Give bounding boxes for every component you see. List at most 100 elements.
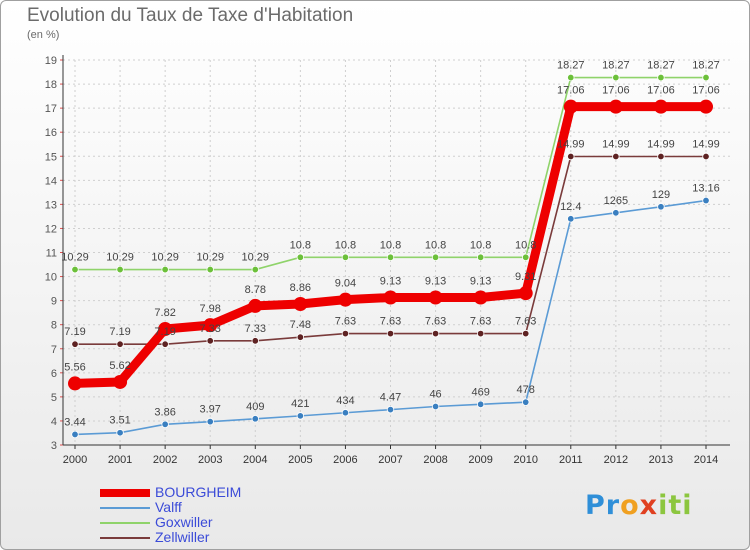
- axes: 3 4 5 6 7 8 9 10 11 12 13 14 15 16 17 18 19 2000 2001 2002 2…: [45, 55, 730, 466]
- y-tick-label: 8: [51, 320, 57, 332]
- data-label-valff: 3.97: [200, 404, 221, 416]
- data-point-bourgheim: [699, 99, 713, 114]
- data-point-goxwiller: [431, 253, 440, 262]
- data-point-goxwiller: [567, 73, 575, 82]
- data-label-valff: 409: [246, 401, 264, 413]
- x-tick-label: 2004: [243, 454, 267, 466]
- data-point-bourgheim: [653, 99, 668, 114]
- data-point-bourgheim: [338, 292, 353, 307]
- x-tick-label: 2000: [63, 454, 87, 466]
- data-point-zellwiller: [71, 340, 79, 348]
- y-tick-label: 13: [45, 199, 57, 211]
- data-point-valff: [657, 203, 665, 211]
- data-point-zellwiller: [296, 333, 305, 341]
- y-tick-label: 15: [45, 151, 57, 163]
- data-label-zellwiller: 7.33: [200, 323, 221, 335]
- data-label-goxwiller: 10.29: [242, 252, 270, 264]
- data-point-goxwiller: [522, 253, 530, 262]
- data-label-valff: 46: [429, 389, 441, 401]
- data-point-zellwiller: [431, 329, 440, 338]
- data-label-goxwiller: 10.29: [151, 252, 179, 264]
- data-point-goxwiller: [657, 73, 665, 82]
- data-point-goxwiller: [116, 265, 124, 274]
- y-tick-label: 19: [45, 55, 57, 67]
- data-point-zellwiller: [567, 152, 575, 161]
- data-label-bourgheim: 9.13: [470, 275, 491, 287]
- data-point-goxwiller: [386, 253, 395, 262]
- data-label-zellwiller: 7.63: [335, 316, 356, 328]
- data-point-zellwiller: [251, 337, 259, 345]
- proxiti-logo: Proxiti: [585, 490, 693, 521]
- data-label-zellwiller: 14.99: [647, 138, 675, 150]
- x-tick-label: 2003: [198, 454, 222, 466]
- data-point-zellwiller: [612, 152, 620, 161]
- data-label-zellwiller: 7.19: [109, 326, 130, 338]
- data-label-bourgheim: 9.04: [335, 278, 356, 290]
- data-point-bourgheim: [473, 290, 488, 305]
- data-point-valff: [161, 420, 169, 429]
- data-label-goxwiller: 18.27: [602, 60, 630, 72]
- legend-swatch-goxwiller: [100, 522, 150, 524]
- data-point-goxwiller: [71, 265, 79, 274]
- x-tick-label: 2009: [468, 454, 492, 466]
- chart-subtitle: (en %): [27, 29, 60, 41]
- data-point-valff: [386, 405, 395, 414]
- data-point-valff: [251, 415, 259, 423]
- legend-swatch-valff: [100, 507, 150, 509]
- data-label-bourgheim: 17.06: [692, 85, 720, 97]
- data-point-bourgheim: [383, 290, 398, 305]
- x-tick-label: 2008: [423, 454, 447, 466]
- data-label-valff: 421: [291, 398, 309, 410]
- data-label-valff: 3.51: [109, 415, 130, 427]
- data-point-zellwiller: [341, 329, 350, 338]
- data-point-valff: [522, 398, 530, 406]
- data-label-valff: 1265: [604, 195, 628, 207]
- data-label-goxwiller: 10.8: [515, 239, 536, 251]
- series: [68, 73, 713, 439]
- data-label-zellwiller: 7.33: [245, 323, 266, 335]
- data-label-bourgheim: 8.78: [245, 284, 266, 296]
- y-tick-label: 7: [51, 344, 57, 356]
- data-label-bourgheim: 17.06: [557, 85, 585, 97]
- x-tick-label: 2012: [604, 454, 628, 466]
- y-tick-label: 6: [51, 368, 57, 380]
- x-tick-label: 2002: [153, 454, 177, 466]
- data-label-zellwiller: 7.63: [380, 316, 401, 328]
- data-point-zellwiller: [702, 152, 710, 161]
- y-tick-label: 17: [45, 103, 57, 115]
- data-point-goxwiller: [251, 265, 259, 274]
- y-tick-label: 14: [45, 175, 57, 187]
- legend-label: Valff: [155, 499, 182, 515]
- data-label-zellwiller: 7.63: [470, 316, 491, 328]
- data-label-goxwiller: 10.8: [290, 239, 311, 251]
- y-tick-label: 16: [45, 127, 57, 139]
- data-label-zellwiller: 7.48: [290, 319, 311, 331]
- data-point-zellwiller: [386, 329, 395, 338]
- y-tick-label: 3: [51, 440, 57, 452]
- data-point-bourgheim: [563, 99, 578, 114]
- data-point-zellwiller: [161, 340, 169, 348]
- data-label-valff: 13.16: [692, 183, 720, 195]
- data-label-valff: 4.47: [380, 392, 401, 404]
- legend-swatch-zellwiller: [100, 537, 150, 539]
- data-label-bourgheim: 9.31: [515, 271, 536, 283]
- data-point-goxwiller: [612, 73, 620, 82]
- legend-swatch-bourgheim: [100, 489, 150, 497]
- data-point-bourgheim: [203, 318, 218, 333]
- x-tick-label: 2007: [378, 454, 402, 466]
- data-label-goxwiller: 10.8: [380, 239, 401, 251]
- data-label-bourgheim: 9.13: [425, 275, 446, 287]
- x-tick-label: 2010: [513, 454, 537, 466]
- data-label-goxwiller: 18.27: [692, 60, 720, 72]
- data-label-goxwiller: 10.29: [196, 252, 224, 264]
- data-point-goxwiller: [206, 265, 214, 274]
- data-point-goxwiller: [161, 265, 169, 274]
- data-point-zellwiller: [657, 152, 665, 161]
- legend-label: Goxwiller: [155, 514, 213, 530]
- data-point-goxwiller: [296, 253, 305, 262]
- data-label-goxwiller: 10.8: [470, 239, 491, 251]
- data-label-zellwiller: 14.99: [557, 138, 585, 150]
- data-point-valff: [71, 430, 79, 439]
